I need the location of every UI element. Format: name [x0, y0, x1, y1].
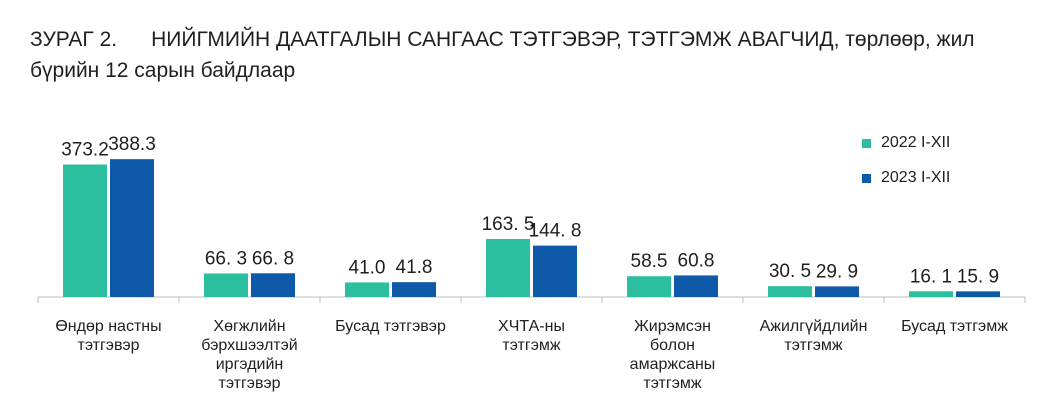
- bar-2023: [251, 273, 295, 297]
- data-label-2022: 373.2: [61, 140, 109, 161]
- bar-2022: [345, 282, 389, 297]
- bar-2023: [674, 275, 718, 297]
- bar-2023: [392, 282, 436, 297]
- bar-2022: [768, 286, 812, 297]
- category-label-line: болон: [650, 337, 695, 354]
- legend-swatch-2022: [862, 138, 871, 148]
- bar-2023: [533, 245, 577, 297]
- title-line-2: бүрийн 12 сарын байдлаар: [30, 59, 296, 82]
- bar-2023: [110, 159, 154, 297]
- legend-item-2023: 2023 I-XII: [862, 169, 950, 187]
- category-label-line: амаржсаны: [630, 356, 716, 373]
- category-label-line: тэтгэвэр: [77, 337, 139, 354]
- data-label-2022: 30. 5: [769, 261, 811, 282]
- legend-label-2022: 2022 I-XII: [881, 134, 951, 151]
- category-label-line: Жирэмсэн: [634, 318, 711, 335]
- category-label-line: Хөгжлийн: [213, 318, 285, 335]
- category-label-line: бэрхшээлтэй: [201, 337, 297, 354]
- category-label-line: тэтгэвэр: [218, 375, 280, 392]
- data-label-2023: 15. 9: [957, 266, 999, 287]
- category-label-line: тэтгэмж: [643, 375, 701, 392]
- category-label-line: Бусад тэтгэвэр: [335, 318, 446, 335]
- category-label: ХЧТА-ны тэтгэмж: [498, 318, 565, 354]
- data-label-2022: 41.0: [349, 257, 386, 278]
- legend-item-2022: 2022 I-XII: [862, 134, 950, 152]
- category-label-line: Өндөр настны: [55, 318, 161, 335]
- category-label: Ажилгүйдлийн тэтгэмж: [760, 318, 868, 354]
- bar-2022: [909, 291, 953, 297]
- category-label-line: Ажилгүйдлийн: [760, 318, 868, 335]
- data-label-2022: 58.5: [631, 251, 668, 272]
- bar-2022: [204, 273, 248, 297]
- data-label-2023: 388.3: [108, 134, 156, 155]
- chart-title: ЗУРАГ 2. НИЙГМИЙН ДААТГАЛЫН САНГААС ТЭТГЭ…: [30, 24, 1040, 86]
- category-label-line: Бусад тэтгэмж: [901, 318, 1008, 335]
- legend-swatch-2023: [862, 173, 871, 183]
- data-label-2023: 60.8: [678, 250, 715, 271]
- data-label-2023: 29. 9: [816, 261, 858, 282]
- category-label-line: тэтгэмж: [784, 337, 842, 354]
- title-line-1: НИЙГМИЙН ДААТГАЛЫН САНГААС ТЭТГЭВЭР, ТЭТ…: [151, 28, 975, 51]
- bar-2023: [815, 286, 859, 297]
- bar-2023: [956, 291, 1000, 297]
- category-label: Өндөр настны тэтгэвэр: [55, 318, 161, 354]
- category-label: Жирэмсэн болон амаржсаны тэтгэмж: [630, 318, 716, 392]
- data-label-2023: 66. 8: [252, 248, 294, 269]
- data-label-2023: 41.8: [396, 257, 433, 278]
- category-label-line: тэтгэмж: [502, 337, 560, 354]
- data-label-2022: 16. 1: [910, 266, 952, 287]
- bar-2022: [627, 276, 671, 297]
- category-label-line: иргэдийн: [216, 356, 284, 373]
- category-label: Бусад тэтгэвэр: [335, 318, 446, 335]
- bar-2022: [63, 164, 107, 297]
- data-label-2023: 144. 8: [529, 221, 582, 242]
- legend-label-2023: 2023 I-XII: [881, 169, 951, 186]
- bar-2022: [486, 238, 530, 297]
- category-label-line: ХЧТА-ны: [498, 318, 565, 335]
- data-label-2022: 163. 5: [482, 214, 535, 235]
- category-label: Хөгжлийн бэрхшээлтэй иргэдийн тэтгэвэр: [201, 318, 297, 392]
- figure-number: ЗУРАГ 2.: [30, 28, 118, 51]
- data-label-2022: 66. 3: [205, 248, 247, 269]
- category-label: Бусад тэтгэмж: [901, 318, 1008, 335]
